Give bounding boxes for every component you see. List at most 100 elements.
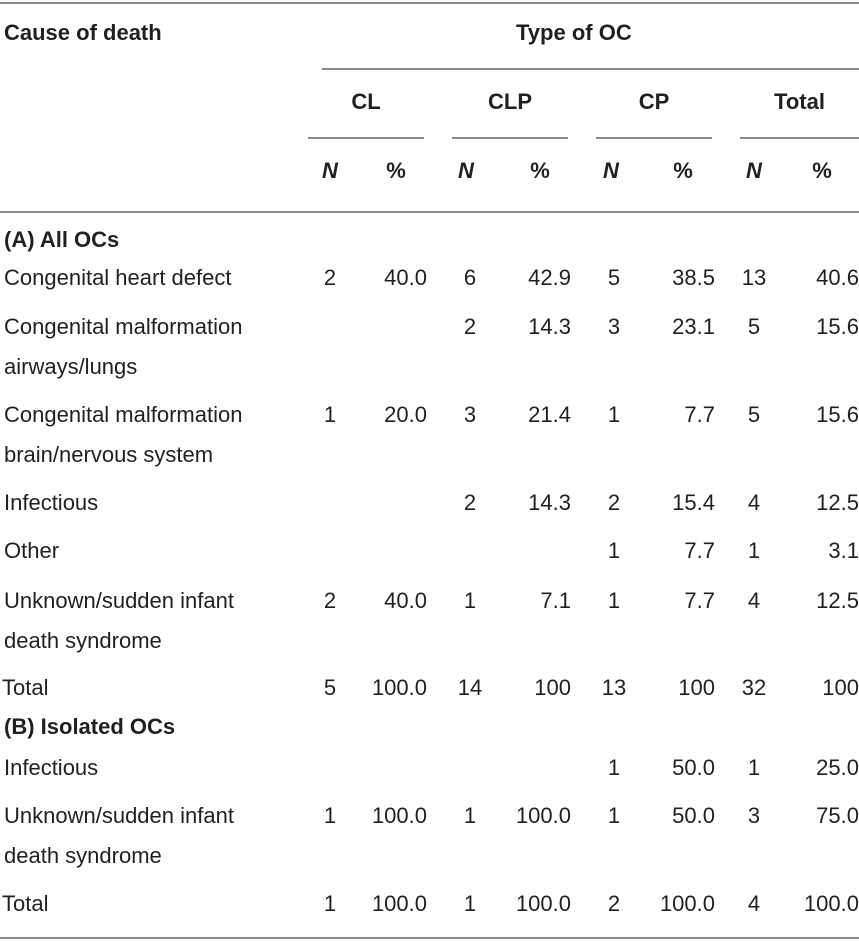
cell-total-n: 32 — [741, 675, 767, 700]
cell-cl-n: 2 — [323, 588, 337, 613]
n-header-total: N — [746, 158, 762, 183]
cell-total-n: 3 — [747, 803, 761, 828]
clp-rule — [452, 137, 568, 139]
cell-cl-pct: 40.0 — [384, 265, 427, 290]
cell-cp-pct: 50.0 — [672, 755, 715, 780]
cell-clp-pct: 42.9 — [528, 265, 571, 290]
row-label: Congenital malformation — [4, 314, 243, 339]
cell-clp-pct: 14.3 — [528, 314, 571, 339]
cell-total-pct: 75.0 — [816, 803, 859, 828]
row-label: Unknown/sudden infant — [4, 588, 234, 613]
row-label: death syndrome — [4, 628, 162, 653]
cell-cl-n: 2 — [323, 265, 337, 290]
cell-cl-n: 1 — [323, 803, 337, 828]
cell-total-n: 5 — [747, 402, 761, 427]
cell-cl-n: 1 — [323, 402, 337, 427]
row-label: Total — [2, 891, 49, 916]
cell-total-pct: 25.0 — [816, 755, 859, 780]
cell-clp-pct: 100 — [534, 675, 571, 700]
cell-clp-pct: 100.0 — [515, 803, 571, 828]
group-header-cp: CP — [638, 89, 670, 114]
cp-rule — [596, 137, 712, 139]
cell-cp-pct: 38.5 — [672, 265, 715, 290]
cell-cl-n: 5 — [323, 675, 337, 700]
cell-total-pct: 12.5 — [816, 588, 859, 613]
cell-cp-pct: 7.7 — [684, 538, 715, 563]
row-label: Congenital heart defect — [4, 265, 232, 290]
cell-cp-pct: 100 — [678, 675, 715, 700]
cell-total-n: 4 — [747, 588, 761, 613]
cell-cp-n: 2 — [607, 891, 621, 916]
cell-cp-pct: 100.0 — [659, 891, 715, 916]
cell-total-n: 5 — [747, 314, 761, 339]
cell-total-pct: 40.6 — [816, 265, 859, 290]
row-label: airways/lungs — [4, 354, 138, 379]
cell-cl-pct: 100.0 — [371, 803, 427, 828]
cell-clp-n: 2 — [463, 490, 477, 515]
row-label: Infectious — [4, 490, 99, 515]
cell-total-n: 13 — [741, 265, 767, 290]
cell-cl-pct: 100.0 — [371, 675, 427, 700]
top-rule — [0, 2, 859, 4]
type-of-oc-header: Type of OC — [516, 20, 632, 45]
n-header-cl: N — [322, 158, 338, 183]
cell-cl-pct: 20.0 — [384, 402, 427, 427]
pct-header-cp: % — [673, 158, 693, 183]
row-label: Congenital malformation — [4, 402, 243, 427]
cell-clp-pct: 7.1 — [540, 588, 571, 613]
row-label: brain/nervous system — [4, 442, 214, 467]
cell-clp-n: 1 — [463, 891, 477, 916]
cell-cp-pct: 23.1 — [672, 314, 715, 339]
cell-cp-n: 1 — [607, 755, 621, 780]
pct-header-cl: % — [386, 158, 406, 183]
section-b-title: (B) Isolated OCs — [4, 714, 176, 739]
group-header-total: Total — [774, 89, 825, 114]
section-a-title: (A) All OCs — [4, 227, 120, 252]
cause-of-death-header: Cause of death — [4, 20, 162, 45]
cell-total-n: 4 — [747, 891, 761, 916]
cell-cp-n: 3 — [607, 314, 621, 339]
cell-cp-pct: 15.4 — [672, 490, 715, 515]
row-label: death syndrome — [4, 843, 162, 868]
cell-cp-pct: 50.0 — [672, 803, 715, 828]
header-bottom-rule — [0, 211, 859, 213]
pct-header-total: % — [812, 158, 832, 183]
cell-cp-pct: 7.7 — [684, 402, 715, 427]
cell-clp-pct: 21.4 — [528, 402, 571, 427]
cell-total-pct: 3.1 — [828, 538, 859, 563]
cell-cp-n: 5 — [607, 265, 621, 290]
row-label: Infectious — [4, 755, 99, 780]
cell-cp-n: 2 — [607, 490, 621, 515]
cell-total-n: 1 — [747, 538, 761, 563]
cell-clp-n: 2 — [463, 314, 477, 339]
cell-clp-n: 6 — [463, 265, 477, 290]
n-header-cp: N — [603, 158, 619, 183]
n-header-clp: N — [458, 158, 474, 183]
cell-total-pct: 15.6 — [816, 402, 859, 427]
cell-total-pct: 100.0 — [803, 891, 859, 916]
row-label: Other — [4, 538, 60, 563]
cell-clp-n: 3 — [463, 402, 477, 427]
group-header-clp: CLP — [488, 89, 532, 114]
cell-total-pct: 12.5 — [816, 490, 859, 515]
cell-cp-pct: 7.7 — [684, 588, 715, 613]
cell-clp-pct: 100.0 — [515, 891, 571, 916]
cell-clp-pct: 14.3 — [528, 490, 571, 515]
total-rule — [740, 137, 859, 139]
type-of-oc-rule — [322, 68, 859, 70]
cell-cl-pct: 100.0 — [371, 891, 427, 916]
cell-clp-n: 14 — [457, 675, 483, 700]
cell-cp-n: 1 — [607, 588, 621, 613]
row-label: Unknown/sudden infant — [4, 803, 234, 828]
cell-clp-n: 1 — [463, 803, 477, 828]
cell-cp-n: 1 — [607, 402, 621, 427]
cell-cp-n: 1 — [607, 803, 621, 828]
bottom-rule — [0, 937, 859, 939]
cell-clp-n: 1 — [463, 588, 477, 613]
cell-cl-pct: 40.0 — [384, 588, 427, 613]
group-header-cl: CL — [351, 89, 381, 114]
cell-total-pct: 15.6 — [816, 314, 859, 339]
cell-cp-n: 13 — [601, 675, 627, 700]
cell-total-n: 4 — [747, 490, 761, 515]
cell-total-n: 1 — [747, 755, 761, 780]
